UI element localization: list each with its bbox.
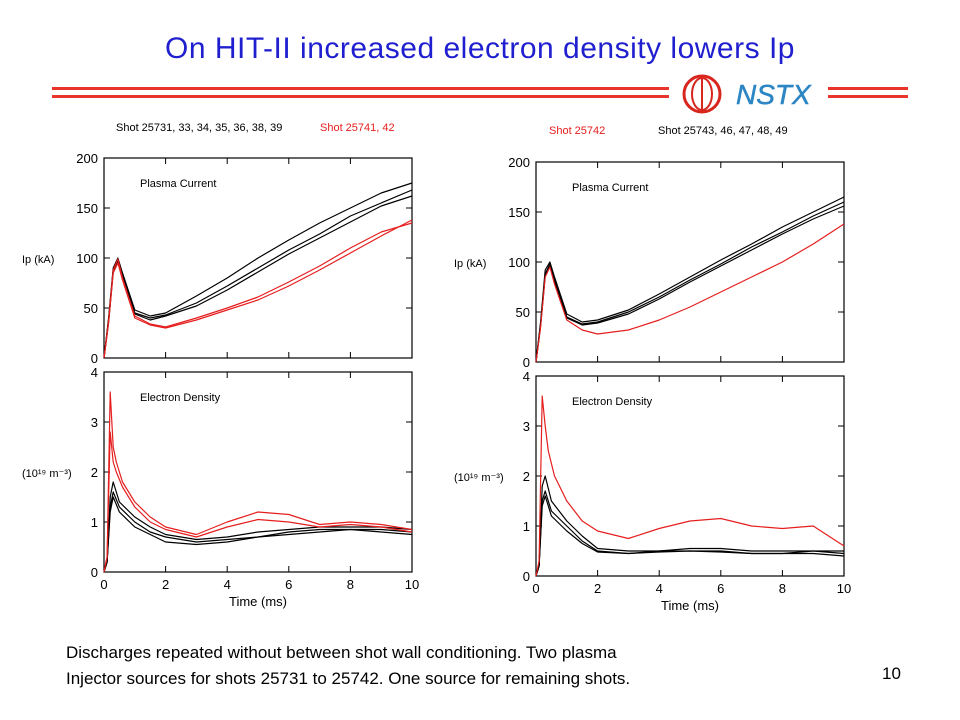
y-tick-label: 50 xyxy=(516,305,530,320)
y-tick-label: 200 xyxy=(76,151,98,166)
y-tick-label: 2 xyxy=(523,469,530,484)
y-tick-label: 3 xyxy=(91,415,98,430)
y-axis-label: (10¹⁹ m⁻³) xyxy=(454,472,504,484)
plot-title: Electron Density xyxy=(572,396,653,408)
y-tick-label: 0 xyxy=(523,569,530,584)
y-tick-label: 2 xyxy=(91,465,98,480)
plot-title: Plasma Current xyxy=(140,178,216,190)
series-line-black-1 xyxy=(535,201,845,363)
page-number: 10 xyxy=(882,664,901,683)
series-line-red-3 xyxy=(535,395,845,577)
title-rule-right-top xyxy=(828,87,908,90)
series-line-black-0 xyxy=(535,475,845,577)
x-tick-label: 0 xyxy=(532,581,539,596)
series-line-red-3 xyxy=(103,391,413,573)
y-tick-label: 4 xyxy=(523,369,530,384)
caption: Discharges repeated without between shot… xyxy=(66,640,866,692)
y-tick-label: 150 xyxy=(508,205,530,220)
y-tick-label: 100 xyxy=(76,251,98,266)
series-line-red-3 xyxy=(103,219,413,359)
caption-line-1: Discharges repeated without between shot… xyxy=(66,643,617,662)
x-tick-label: 4 xyxy=(224,577,231,592)
x-tick-label: 8 xyxy=(779,581,786,596)
y-tick-label: 150 xyxy=(76,201,98,216)
series-line-red-4 xyxy=(103,431,413,573)
series-line-black-2 xyxy=(103,496,413,573)
x-tick-label: 0 xyxy=(100,577,107,592)
y-tick-label: 50 xyxy=(84,301,98,316)
x-tick-label: 6 xyxy=(285,577,292,592)
series-line-black-0 xyxy=(103,481,413,573)
caption-line-2: Injector sources for shots 25731 to 2574… xyxy=(66,669,631,688)
legend-left-red: Shot 25741, 42 xyxy=(320,122,395,134)
series-line-black-1 xyxy=(535,490,845,577)
y-tick-label: 4 xyxy=(91,365,98,380)
y-tick-label: 100 xyxy=(508,255,530,270)
y-tick-label: 1 xyxy=(91,515,98,530)
nstx-logo: NSTX xyxy=(682,74,812,114)
series-line-black-2 xyxy=(535,205,845,363)
logo-ring xyxy=(682,74,722,114)
y-tick-label: 3 xyxy=(523,419,530,434)
y-axis-label: (10¹⁹ m⁻³) xyxy=(22,468,72,480)
x-tick-label: 10 xyxy=(837,581,851,596)
legend-left-black: Shot 25731, 33, 34, 35, 36, 38, 39 xyxy=(116,122,283,134)
slide-title: On HIT-II increased electron density low… xyxy=(165,32,795,65)
x-tick-label: 8 xyxy=(347,577,354,592)
series-line-red-3 xyxy=(535,223,845,363)
series-line-black-2 xyxy=(103,195,413,359)
x-tick-label: 4 xyxy=(656,581,663,596)
series-line-black-0 xyxy=(535,196,845,363)
legend-right-red: Shot 25742 xyxy=(549,125,606,137)
x-tick-label: 2 xyxy=(162,577,169,592)
legend-right-black: Shot 25743, 46, 47, 48, 49 xyxy=(658,125,788,137)
title-rule-right-bottom xyxy=(828,95,908,98)
y-axis-label: Ip (kA) xyxy=(22,254,54,266)
series-line-black-2 xyxy=(535,495,844,577)
y-tick-label: 0 xyxy=(91,565,98,580)
y-tick-label: 200 xyxy=(508,155,530,170)
series-line-black-1 xyxy=(103,491,413,573)
y-tick-label: 0 xyxy=(91,351,98,366)
x-tick-label: 2 xyxy=(594,581,601,596)
x-tick-label: 10 xyxy=(405,577,419,592)
plot-title: Electron Density xyxy=(140,392,221,404)
title-rule-top xyxy=(52,87,669,90)
y-axis-label: Ip (kA) xyxy=(454,258,486,270)
y-tick-label: 0 xyxy=(523,355,530,370)
series-line-black-1 xyxy=(103,189,413,359)
series-line-red-4 xyxy=(103,222,413,359)
x-axis-label: Time (ms) xyxy=(229,594,287,609)
y-tick-label: 1 xyxy=(523,519,530,534)
x-tick-label: 6 xyxy=(717,581,724,596)
plot-title: Plasma Current xyxy=(572,182,648,194)
x-axis-label: Time (ms) xyxy=(661,598,719,613)
logo-text: NSTX xyxy=(736,79,812,110)
title-rule-bottom xyxy=(52,95,669,98)
